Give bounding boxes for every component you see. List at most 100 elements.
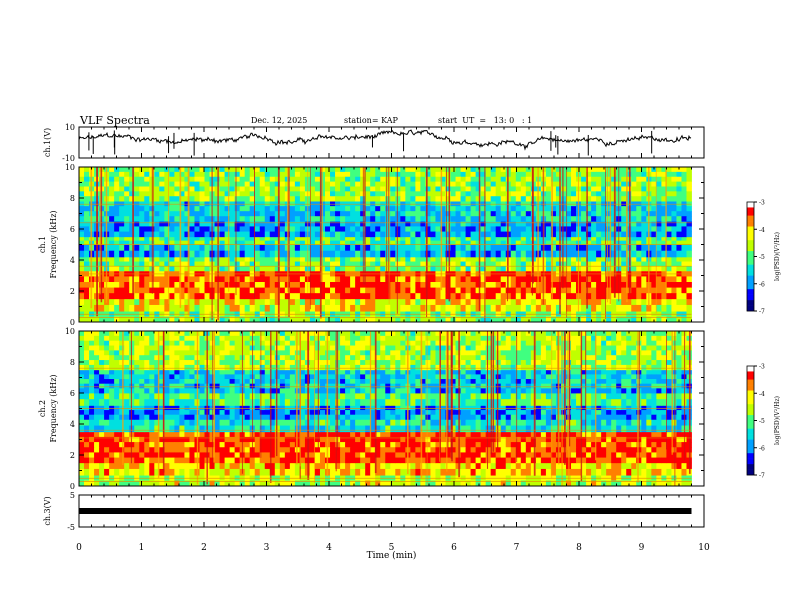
ch1-spectrogram-cell	[220, 245, 225, 252]
ch1-spectrogram-cell	[501, 293, 506, 299]
ch2-spectrogram-cell	[410, 452, 415, 458]
ch1-spectrogram-cell	[435, 191, 440, 196]
ch1-spectrogram-cell	[395, 167, 400, 172]
ch1-spectrogram-cell	[235, 172, 240, 177]
ch1-spectrogram-cell	[235, 276, 240, 282]
ch1-spectrogram-cell	[435, 172, 440, 177]
ch1-spectrogram-cell	[245, 196, 250, 201]
ch1-spectrogram-cell	[561, 245, 566, 252]
ch1-spectrogram-cell	[124, 186, 129, 191]
ch1-spectrogram-cell	[220, 232, 225, 238]
ch1-spectrogram-cell	[686, 232, 691, 238]
ch1-spectrogram-cell	[591, 186, 596, 191]
ch1-spectrogram-cell	[315, 288, 320, 294]
ch1-spectrogram-cell	[385, 167, 390, 172]
ch1-spectrogram-cell	[596, 305, 601, 312]
ch1-spectrogram-cell	[194, 206, 199, 211]
ch1-spectrogram-cell	[370, 232, 375, 238]
ch1-spectrogram-cell	[546, 221, 551, 227]
ch2-spectrogram-cell	[149, 442, 154, 448]
ch1-spectrogram-cell	[461, 196, 466, 201]
ch1-spectrogram-cell	[144, 262, 149, 267]
ch1-spectrogram-cell	[124, 172, 129, 177]
ch2-spectrogram-cell	[571, 442, 576, 448]
ch1-spectrogram-cell	[270, 172, 275, 177]
ch1-spectrogram-cell	[245, 226, 250, 232]
ch1-spectrogram-cell	[84, 211, 89, 216]
ch1-spectrogram-cell	[315, 186, 320, 191]
ch1-spectrogram-cell	[109, 221, 114, 227]
ch1-spectrogram-cell	[611, 262, 616, 267]
ch1-spectrogram-cell	[114, 206, 119, 211]
ch1-spectrogram-cell	[360, 288, 365, 294]
ch2-spectrogram-cell	[79, 432, 84, 438]
ch1-spectrogram-cell	[199, 245, 204, 252]
ch1-spectrogram-cell	[405, 191, 410, 196]
ch1-spectrogram-cell	[220, 211, 225, 216]
ch2-spectrogram-cell	[456, 452, 461, 458]
ch1-spectrogram-cell	[139, 226, 144, 232]
ch1-spectrogram-cell	[461, 201, 466, 206]
ch2-spectrogram-cell	[220, 463, 225, 470]
ch1-spectrogram-cell	[656, 262, 661, 267]
ch1-spectrogram-cell	[420, 182, 425, 187]
ch1-spectrogram-cell	[636, 191, 641, 196]
ch1-spectrogram-cell	[581, 206, 586, 211]
ch1-spectrogram-cell	[511, 282, 516, 288]
ch1-spectrogram-cell	[295, 293, 300, 299]
ch2-spectrogram-cell	[481, 452, 486, 458]
ch1-spectrogram-cell	[205, 232, 210, 238]
ch1-spectrogram-cell	[345, 299, 350, 306]
ch1-spectrogram-cell	[656, 299, 661, 306]
ch1-spectrogram-cell	[435, 262, 440, 267]
ch2-spectrogram-cell	[400, 463, 405, 470]
ch2-spectrogram-cell	[104, 452, 109, 458]
ch1-spectrogram-cell	[230, 206, 235, 211]
ch1-spectrogram-cell	[656, 172, 661, 177]
ch1-spectrogram-cell	[79, 237, 84, 241]
ch1-spectrogram-cell	[676, 226, 681, 232]
ch1-spectrogram-cell	[174, 206, 179, 211]
ch1-spectrogram-cell	[119, 251, 124, 258]
ch1-spectrogram-cell	[380, 226, 385, 232]
ch1-spectrogram-cell	[325, 266, 330, 271]
ch1-spectrogram-cell	[466, 237, 471, 241]
ch1-spectrogram-cell	[220, 216, 225, 221]
ch2-spectrogram-cell	[616, 442, 621, 448]
ch1-spectrogram-cell	[636, 293, 641, 299]
ch1-spectrogram-cell	[235, 299, 240, 306]
ch1-spectrogram-cell	[189, 262, 194, 267]
ch1-spectrogram-cell	[476, 251, 481, 258]
ch1-spectrogram-cell	[169, 172, 174, 177]
ch1-spectrogram-cell	[496, 182, 501, 187]
ch2-spectrogram-cell	[109, 447, 114, 453]
ch1-spectrogram-cell	[335, 276, 340, 282]
ch1-spectrogram-cell	[596, 182, 601, 187]
ch1-spectrogram-cell	[511, 266, 516, 271]
ch1-spectrogram-cell	[476, 216, 481, 221]
ch1-spectrogram-cell	[109, 182, 114, 187]
ch2-spectrogram-cell	[169, 452, 174, 458]
ch1-spectrogram-cell	[456, 251, 461, 258]
ch2-spectrogram-cell	[149, 452, 154, 458]
ch1-spectrogram-cell	[315, 257, 320, 262]
ch1-spectrogram-cell	[220, 262, 225, 267]
ch1-spectrogram-cell	[84, 177, 89, 182]
ch2-spectrogram-cell	[476, 447, 481, 453]
ch1-spectrogram-cell	[315, 196, 320, 201]
ch1-spectrogram-cell	[114, 305, 119, 312]
ch1-spectrogram-cell	[139, 191, 144, 196]
ch1-spectrogram-cell	[546, 257, 551, 262]
ch1-spectrogram-cell	[199, 288, 204, 294]
ch1-spectrogram-cell	[501, 226, 506, 232]
ch1-spectrogram-cell	[235, 216, 240, 221]
ch1-spectrogram-cell	[656, 266, 661, 271]
ch1-spectrogram-cell	[451, 196, 456, 201]
ch1-spectrogram-cell	[581, 276, 586, 282]
ch1-spectrogram-cell	[400, 216, 405, 221]
ch1-spectrogram-cell	[139, 172, 144, 177]
ch1-spectrogram-cell	[250, 299, 255, 306]
ch2-spectrogram-cell	[174, 452, 179, 458]
ch1-spectrogram-colorbar-cell	[747, 229, 754, 232]
ch1-spectrogram-cell	[290, 251, 295, 258]
